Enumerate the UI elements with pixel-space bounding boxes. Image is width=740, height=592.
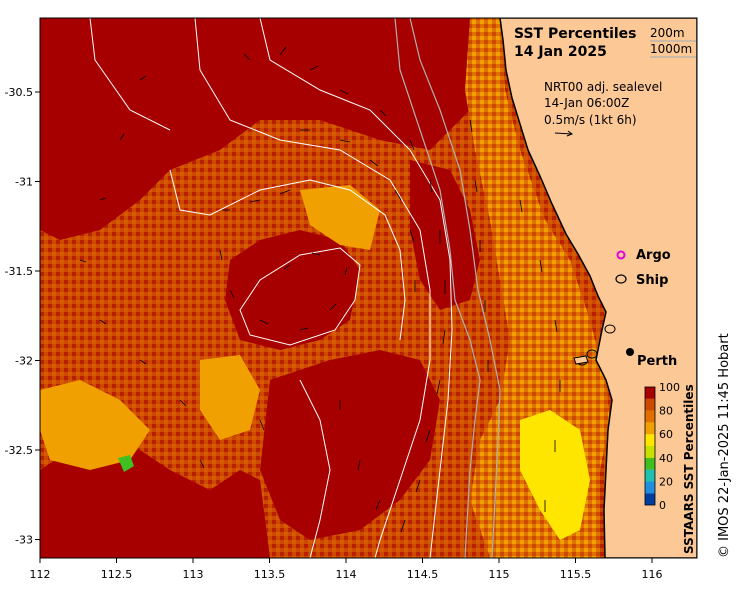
currents-line2: 14-Jan 06:00Z xyxy=(544,96,629,110)
sst-green-spot xyxy=(118,455,134,472)
sea-level-contours xyxy=(89,18,453,558)
argo-legend-label: Argo xyxy=(636,248,671,263)
x-tick-label: 112 xyxy=(30,568,51,581)
x-tick-label: 114.5 xyxy=(407,568,439,581)
title-line1: SST Percentiles xyxy=(514,26,637,42)
current-arrows xyxy=(79,46,561,533)
sst-yellow-west xyxy=(40,380,150,470)
current-scale-arrow xyxy=(554,130,574,137)
x-tick-label: 115.5 xyxy=(560,568,592,581)
colorbar-band xyxy=(645,398,655,411)
sst-hot-center xyxy=(225,230,360,350)
y-tick-label: -32.5 xyxy=(5,444,33,457)
currents-line1: NRT00 adj. sealevel xyxy=(544,80,662,94)
x-tick-label: 115 xyxy=(489,568,510,581)
sst-hot-southwest xyxy=(40,440,270,558)
colorbar-band xyxy=(645,434,655,446)
colorbar-tick-label: 0 xyxy=(659,499,666,512)
colorbar-ticks: 100 80 60 40 20 0 xyxy=(659,381,680,512)
perth-label: Perth xyxy=(637,354,677,369)
y-tick-label: -33 xyxy=(15,534,33,547)
sst-light-north xyxy=(300,185,380,250)
rottnest-island xyxy=(573,355,589,365)
x-tick-label: 114 xyxy=(336,568,357,581)
currents-line3: 0.5m/s (1kt 6h) xyxy=(544,113,637,127)
colorbar-tick-label: 60 xyxy=(659,428,673,441)
credit-text: © IMOS 22-Jan-2025 11:45 Hobart xyxy=(717,333,732,558)
argo-legend-icon xyxy=(616,250,626,260)
y-axis-ticks: -30.5 -31 -31.5 -32 -32.5 -33 xyxy=(5,86,40,547)
colorbar-band xyxy=(645,493,655,505)
colorbar-band xyxy=(645,469,655,482)
y-tick-label: -31.5 xyxy=(5,265,33,278)
ship-legend-label: Ship xyxy=(636,273,668,288)
x-tick-label: 113 xyxy=(183,568,204,581)
isobath-label-1000m: 1000m xyxy=(650,42,692,56)
colorbar-tick-label: 100 xyxy=(659,381,680,394)
y-tick-label: -30.5 xyxy=(5,86,33,99)
colorbar-tick-label: 20 xyxy=(659,475,673,488)
colorbar-band xyxy=(645,457,655,470)
x-tick-label: 113.5 xyxy=(254,568,286,581)
isobath-1000m xyxy=(394,18,481,558)
colorbar-band xyxy=(645,446,655,458)
sst-hot-north xyxy=(40,18,500,240)
x-tick-label: 116 xyxy=(642,568,663,581)
x-axis-ticks: 112 112.5 113 113.5 114 114.5 115 115.5 116 xyxy=(30,558,663,581)
isobath-label-200m: 200m xyxy=(650,26,685,40)
colorbar-band xyxy=(645,422,655,435)
colorbar-frame xyxy=(644,386,656,506)
sst-yellow-center xyxy=(200,355,260,440)
colorbar-band xyxy=(645,387,655,399)
ship-legend-icon xyxy=(615,274,627,284)
x-tick-label: 112.5 xyxy=(101,568,133,581)
colorbar-band xyxy=(645,410,655,423)
colorbar-tick-label: 80 xyxy=(659,405,673,418)
perth-marker xyxy=(626,348,634,356)
y-tick-label: -32 xyxy=(15,355,33,368)
colorbar-title: SSTAARS SST Percentiles xyxy=(682,384,696,554)
colorbar-tick-label: 40 xyxy=(659,452,673,465)
plot-frame xyxy=(39,17,698,559)
y-tick-label: -31 xyxy=(15,176,33,189)
sst-yellow-coast xyxy=(520,410,590,540)
sst-coastal-band xyxy=(465,18,610,558)
colorbar xyxy=(644,386,656,506)
sst-hot-south xyxy=(260,350,440,540)
colorbar-band xyxy=(645,481,655,494)
isobath-200m xyxy=(409,18,501,558)
title-line2: 14 Jan 2025 xyxy=(514,44,607,60)
